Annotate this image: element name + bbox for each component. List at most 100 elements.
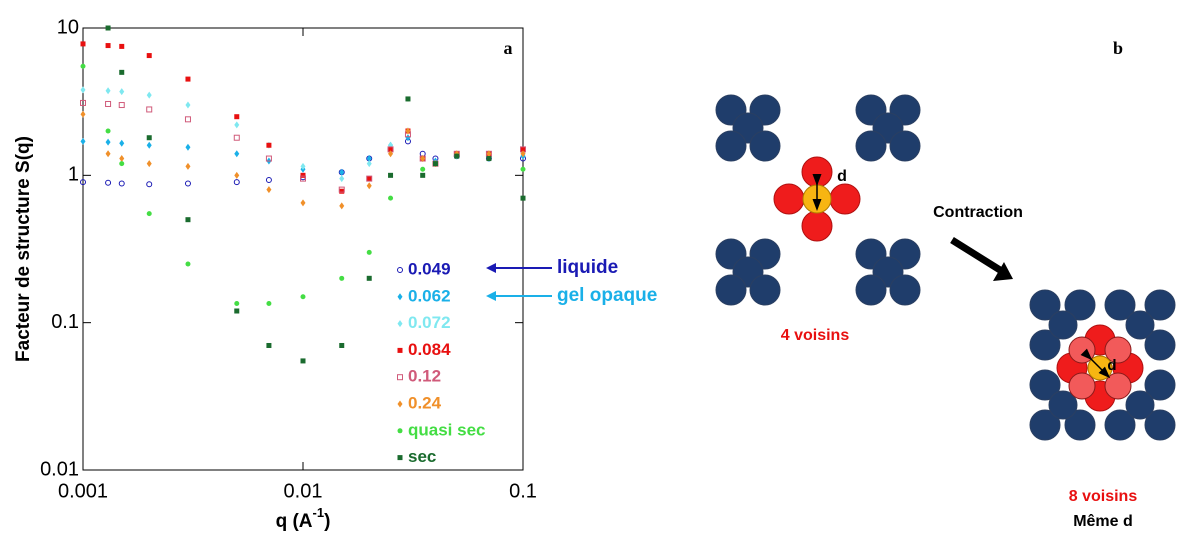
legend-label: quasi sec — [408, 420, 486, 439]
point — [234, 121, 240, 129]
x-axis-label: q (A-1) — [276, 505, 331, 532]
cluster — [715, 94, 781, 162]
point — [520, 195, 526, 201]
point — [185, 143, 191, 151]
point — [339, 342, 345, 348]
legend-marker — [397, 267, 403, 273]
legend-marker — [397, 320, 403, 328]
y-tick-label: 0.1 — [51, 311, 79, 333]
y-tick-label: 10 — [57, 16, 79, 38]
distance-label: d — [1107, 357, 1116, 374]
point — [234, 171, 240, 179]
point — [80, 86, 86, 94]
point — [184, 180, 191, 187]
legend-label: 0.062 — [408, 286, 451, 305]
point — [80, 137, 86, 145]
point — [80, 179, 86, 186]
point — [520, 150, 526, 158]
point — [119, 139, 125, 147]
point — [366, 160, 372, 168]
annotation: gel opaque — [557, 285, 657, 306]
point — [119, 155, 125, 163]
point — [420, 166, 426, 172]
caption: 4 voisins — [781, 327, 850, 344]
diagram: b d 4 voisins Contraction d 8 voisin — [715, 38, 1176, 530]
point — [105, 43, 111, 49]
point — [405, 134, 411, 142]
y-axis-label: Facteur de structure S(q) — [13, 136, 34, 362]
point — [184, 116, 191, 123]
point — [339, 275, 345, 281]
point — [266, 342, 272, 348]
point — [146, 135, 152, 141]
point — [80, 63, 86, 69]
y-tick-label: 1 — [68, 164, 79, 186]
point — [366, 155, 372, 163]
legend-marker — [397, 374, 403, 381]
legend-marker — [397, 455, 403, 461]
point — [119, 43, 125, 49]
legend-marker — [397, 293, 403, 301]
point — [146, 181, 153, 188]
point — [520, 166, 526, 172]
point — [105, 128, 111, 134]
point — [432, 161, 438, 167]
point — [339, 202, 345, 210]
point — [105, 138, 111, 146]
point — [118, 180, 125, 187]
point — [233, 179, 240, 186]
legend-label: 0.12 — [408, 367, 441, 386]
legend-label: 0.072 — [408, 313, 451, 332]
legend-marker — [397, 428, 403, 434]
point — [80, 41, 86, 47]
point — [300, 294, 306, 300]
point — [233, 134, 240, 141]
x-axis-label-part: ) — [324, 511, 330, 532]
point — [266, 142, 272, 148]
point — [105, 100, 112, 107]
arrow-label: Contraction — [933, 204, 1023, 221]
point — [105, 179, 112, 186]
x-tick-label: 0.01 — [284, 480, 323, 502]
annotation-arrowhead — [486, 291, 496, 301]
point — [339, 188, 345, 194]
point — [388, 146, 394, 152]
point — [388, 195, 394, 201]
point — [420, 155, 426, 163]
legend-marker — [397, 347, 403, 353]
contracted-cluster — [1029, 289, 1176, 441]
point — [234, 150, 240, 158]
point — [339, 175, 345, 183]
annotation: liquide — [557, 257, 618, 278]
panel-label: b — [1113, 38, 1123, 58]
point — [366, 176, 372, 182]
point — [146, 211, 152, 217]
point — [388, 172, 394, 178]
point — [454, 153, 460, 159]
legend-label: 0.049 — [408, 259, 451, 278]
point — [388, 150, 394, 158]
point — [300, 172, 306, 178]
point — [105, 150, 111, 158]
point — [265, 155, 272, 162]
caption: Même d — [1073, 513, 1133, 530]
point — [366, 249, 372, 255]
point — [185, 76, 191, 82]
point — [266, 300, 272, 306]
point — [300, 199, 306, 207]
legend-label: sec — [408, 447, 436, 466]
caption: 8 voisins — [1069, 488, 1138, 505]
point — [185, 261, 191, 267]
point — [486, 156, 492, 162]
point — [118, 102, 125, 109]
legend-label: 0.084 — [408, 340, 451, 359]
point — [338, 186, 345, 193]
annotation-arrowhead — [486, 263, 496, 273]
point — [185, 101, 191, 109]
point — [185, 217, 191, 223]
legend-label: 0.24 — [408, 393, 442, 412]
x-axis-label-part: -1 — [313, 505, 325, 520]
